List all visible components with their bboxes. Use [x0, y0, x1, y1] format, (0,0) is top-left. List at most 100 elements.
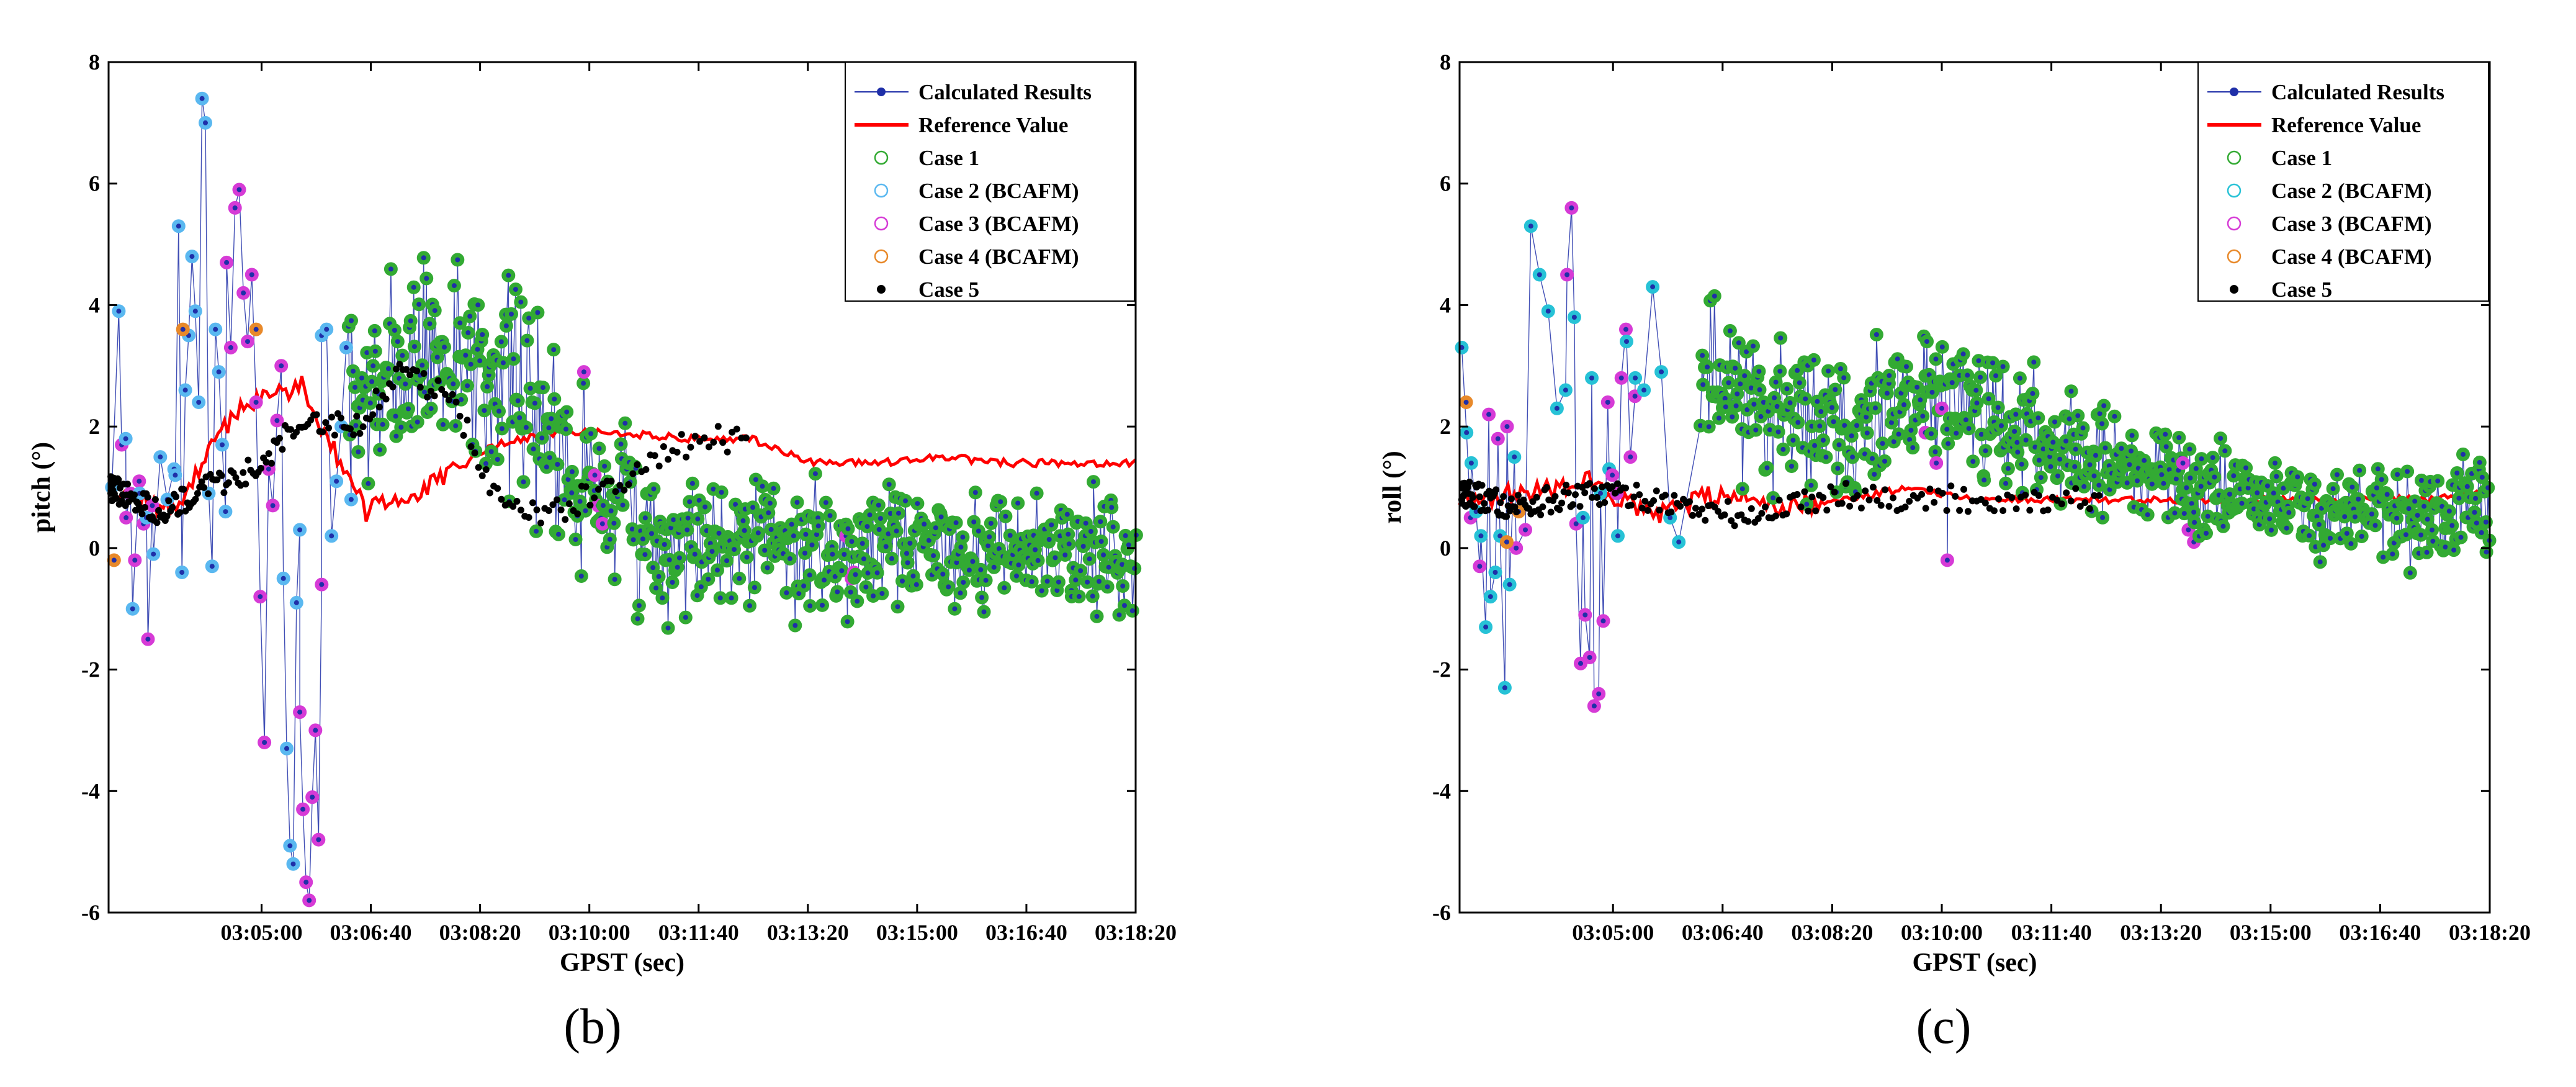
point-center [665, 625, 671, 631]
point-c5 [115, 476, 122, 483]
point-c5 [2058, 500, 2065, 508]
point-center [981, 609, 987, 615]
point-center [393, 413, 398, 419]
point-c5 [403, 366, 410, 373]
point-center [1963, 417, 1968, 423]
x-tick-label: 03:08:20 [439, 920, 521, 945]
point-center [2344, 531, 2349, 536]
point-center [1587, 655, 1592, 660]
point-c5 [1724, 498, 1731, 505]
point-c5 [1827, 483, 1834, 490]
point-c5 [438, 386, 446, 393]
point-c5 [1564, 489, 1572, 497]
point-center [1932, 449, 1938, 454]
point-c5 [475, 464, 482, 471]
point-center [420, 363, 425, 368]
point-center [888, 511, 893, 516]
point-center [913, 582, 919, 587]
point-center [1706, 424, 1712, 430]
point-center [1514, 545, 1519, 551]
point-center [1003, 513, 1008, 519]
point-center [2374, 485, 2379, 490]
point-center [762, 548, 768, 553]
point-center [789, 521, 794, 527]
point-center [2395, 472, 2400, 477]
point-center [2231, 473, 2237, 479]
point-center [2348, 541, 2354, 546]
point-center [386, 366, 391, 371]
point-center [356, 449, 361, 454]
reference-value-line [107, 376, 1137, 522]
point-c5 [471, 449, 478, 457]
point-center [351, 368, 356, 374]
point-center [1512, 454, 1517, 460]
point-center [1473, 509, 1479, 515]
point-center [270, 503, 276, 508]
point-center [1838, 366, 1843, 371]
point-center [2424, 549, 2430, 555]
point-center [946, 584, 951, 590]
point-center [541, 385, 545, 390]
point-center [905, 560, 910, 566]
point-c5 [634, 461, 641, 468]
point-c5 [131, 491, 138, 498]
x-tick-label: 03:18:20 [1095, 920, 1177, 945]
point-center [145, 636, 151, 642]
point-center [1889, 420, 1894, 425]
point-c5 [621, 487, 628, 494]
point-center [1129, 608, 1135, 613]
point-center [2218, 436, 2224, 441]
x-tick-label: 03:16:40 [2339, 920, 2421, 945]
point-center [408, 318, 413, 323]
point-c5 [705, 443, 712, 451]
point-center [1650, 284, 1656, 290]
point-c5 [180, 485, 187, 493]
point-center [524, 338, 530, 343]
point-c5 [1591, 485, 1598, 492]
point-center [931, 553, 936, 559]
point-center [1978, 431, 1984, 437]
point-center [189, 254, 195, 259]
point-center [1833, 387, 1838, 392]
point-center [573, 537, 578, 542]
point-center [307, 898, 312, 903]
point-center [1589, 375, 1594, 381]
point-center [653, 585, 659, 591]
point-c5 [2072, 485, 2080, 492]
point-center [1492, 570, 1498, 575]
point-c5 [554, 496, 560, 503]
point-center [2096, 482, 2102, 488]
point-center [662, 542, 667, 547]
point-center [1823, 454, 1829, 460]
point-center [369, 379, 375, 384]
point-center [1990, 360, 1996, 366]
point-center [1578, 661, 1583, 666]
point-center [1046, 537, 1052, 542]
point-center [2418, 532, 2424, 538]
point-center [1600, 618, 1606, 624]
point-center [475, 302, 481, 308]
point-center [290, 861, 296, 867]
point-center [1717, 415, 1721, 421]
point-center [2191, 510, 2197, 515]
point-center [2412, 498, 2418, 504]
point-center [2097, 411, 2103, 417]
point-center [1764, 465, 1770, 471]
x-tick-label: 03:08:20 [1791, 920, 1873, 945]
point-c5 [382, 395, 390, 403]
x-tick-label: 03:11:40 [658, 920, 739, 945]
point-center [1464, 430, 1470, 435]
point-center [1976, 358, 1981, 364]
point-center [2159, 472, 2165, 477]
point-center [886, 482, 892, 487]
point-center [2319, 505, 2324, 511]
point-center [618, 441, 624, 447]
point-center [151, 551, 156, 557]
point-center [249, 272, 254, 277]
point-center [513, 287, 518, 292]
point-c5 [1854, 492, 1861, 499]
point-center [1712, 293, 1717, 299]
point-center [717, 595, 723, 601]
legend-entry-label: Case 5 [918, 277, 979, 302]
point-center [1016, 562, 1021, 568]
